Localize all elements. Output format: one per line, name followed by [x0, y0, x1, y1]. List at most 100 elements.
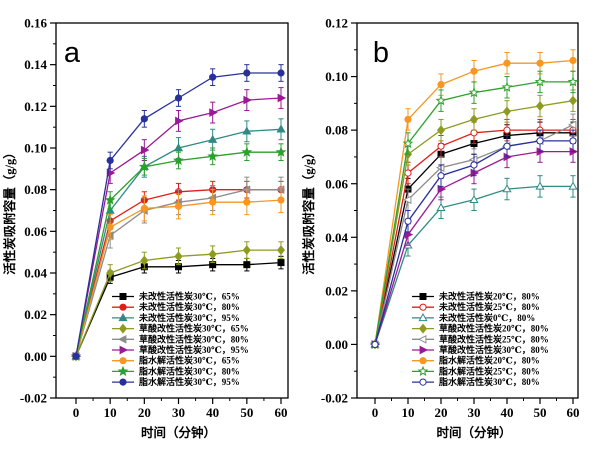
series-marker-5 — [106, 168, 116, 178]
y-tick-label: 0.00 — [325, 337, 348, 352]
series-marker-8 — [140, 115, 148, 123]
series-marker-2 — [568, 181, 578, 190]
x-axis-title: 时间（分钟） — [141, 425, 216, 440]
series-marker-5 — [175, 116, 184, 126]
series-marker-6 — [503, 59, 511, 67]
x-tick-label: 60 — [567, 405, 580, 420]
legend-label: 脂水解活性炭30℃，80% — [138, 365, 240, 376]
y-tick-label: 0.14 — [24, 57, 47, 72]
series-marker-2 — [502, 184, 512, 193]
series-marker-5 — [209, 108, 218, 117]
series-marker-4 — [567, 120, 577, 130]
y-axis-title: 活性炭吸附容量（g/g） — [301, 146, 316, 274]
series-marker-6 — [569, 56, 577, 65]
legend-label: 脂水解活性炭25℃，80% — [438, 365, 540, 376]
legend-label: 脂水解活性炭30℃，80% — [438, 376, 540, 387]
series-marker-8 — [569, 137, 577, 145]
series-marker-3 — [140, 255, 149, 266]
series-marker-6 — [404, 115, 412, 124]
legend-label: 未改性活性炭20℃，80% — [438, 290, 540, 301]
series-marker-2 — [173, 143, 184, 152]
series-marker-3 — [106, 268, 115, 278]
series-marker-8 — [209, 73, 217, 81]
y-tick-label: -0.02 — [20, 391, 47, 406]
legend-marker — [118, 323, 128, 334]
legend-marker — [418, 312, 428, 322]
series-marker-3 — [568, 95, 578, 106]
legend-marker — [418, 323, 428, 334]
legend-label: 未改性活性炭30℃，95% — [138, 312, 240, 323]
x-tick-label: 30 — [468, 405, 481, 420]
series-marker-2 — [436, 202, 446, 212]
legend-marker — [419, 357, 427, 365]
legend-marker — [119, 357, 127, 365]
legend-marker — [119, 303, 127, 311]
series-marker-3 — [436, 125, 446, 136]
series-marker-4 — [468, 155, 478, 164]
legend-label: 脂水解活性炭20℃，80% — [438, 355, 540, 366]
series-marker-8 — [371, 340, 379, 349]
legend-label: 脂水解活性炭30℃，65% — [138, 355, 240, 366]
legend-marker — [118, 312, 128, 322]
series-marker-7 — [104, 194, 116, 205]
y-tick-label: 0.08 — [325, 123, 348, 138]
series-marker-7 — [207, 150, 219, 161]
series-marker-3 — [174, 251, 183, 262]
series-marker-2 — [242, 126, 252, 135]
y-tick-label: 0.12 — [24, 99, 47, 114]
series-marker-8 — [243, 69, 251, 77]
legend-label: 未改性活性炭30℃，80% — [138, 301, 240, 312]
series-marker-8 — [72, 352, 80, 360]
legend-marker — [419, 378, 427, 386]
y-tick-label: 0.04 — [24, 266, 47, 281]
series-marker-8 — [536, 137, 544, 145]
series-marker-4 — [105, 231, 114, 240]
legend-marker — [119, 378, 127, 386]
x-axis-title: 时间（分钟） — [436, 425, 511, 440]
series-marker-8 — [106, 156, 114, 165]
series-marker-1 — [470, 129, 478, 137]
x-tick-label: 10 — [402, 405, 415, 420]
series-marker-8 — [503, 142, 511, 150]
legend-label: 草酸改性活性炭30℃，80% — [139, 333, 249, 344]
series-marker-7 — [402, 137, 414, 149]
series-marker-7 — [275, 146, 287, 157]
legend-marker — [119, 345, 129, 355]
legend-marker — [419, 345, 429, 355]
series-marker-7 — [241, 146, 253, 157]
x-tick-label: 50 — [240, 405, 253, 420]
legend-label: 草酸改性活性炭30℃，95% — [139, 344, 249, 355]
x-tick-label: 50 — [534, 405, 547, 420]
y-axis-title: 活性炭吸附容量（g/g） — [2, 146, 17, 274]
series-marker-8 — [437, 172, 445, 180]
series-marker-8 — [404, 217, 412, 225]
y-tick-label: 0.04 — [325, 230, 348, 245]
series-marker-6 — [277, 196, 285, 204]
series-marker-2 — [469, 194, 479, 203]
y-tick-label: 0.10 — [24, 141, 47, 156]
legend-marker — [119, 293, 127, 300]
y-tick-label: 0.00 — [24, 349, 47, 364]
y-tick-label: 0.16 — [24, 16, 47, 31]
legend-label: 草酸改性活性炭30℃，80% — [439, 344, 549, 355]
series-marker-7 — [567, 76, 579, 87]
legend-marker — [419, 293, 427, 300]
series-marker-2 — [535, 181, 545, 190]
series-marker-7 — [534, 76, 546, 87]
series-marker-7 — [468, 87, 480, 98]
series-marker-1 — [437, 142, 445, 150]
series-marker-1 — [503, 126, 511, 134]
series-marker-8 — [174, 94, 183, 102]
series-marker-6 — [209, 198, 217, 206]
series-marker-0 — [243, 261, 251, 269]
series-marker-3 — [502, 106, 512, 117]
legend-marker — [117, 365, 129, 376]
series-marker-6 — [174, 202, 183, 210]
x-tick-label: 10 — [104, 405, 117, 420]
x-tick-label: 0 — [372, 405, 379, 420]
y-tick-label: 0.10 — [325, 69, 348, 84]
series-marker-7 — [173, 154, 184, 166]
legend-marker — [417, 365, 429, 376]
series-marker-5 — [277, 93, 287, 103]
